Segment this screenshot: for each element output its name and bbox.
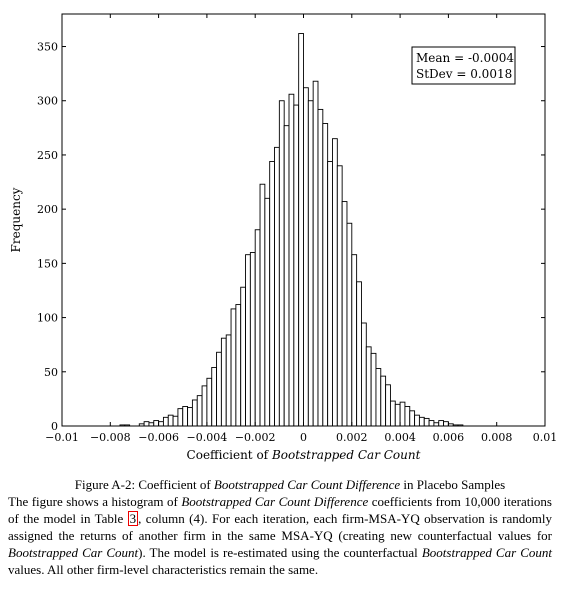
histogram-bar bbox=[226, 335, 231, 426]
histogram-bar bbox=[241, 287, 246, 426]
histogram-bar bbox=[159, 422, 164, 426]
histogram-bar bbox=[318, 109, 323, 426]
histogram-bar bbox=[323, 124, 328, 426]
histogram-bar bbox=[419, 417, 424, 426]
histogram-bar bbox=[386, 385, 391, 426]
histogram-bar bbox=[279, 101, 284, 426]
histogram-bar bbox=[207, 378, 212, 426]
histogram-bar bbox=[188, 408, 193, 426]
y-tick-label: 150 bbox=[37, 257, 58, 270]
histogram-bar bbox=[284, 126, 289, 426]
histogram-bar bbox=[294, 105, 299, 426]
histogram-bar bbox=[255, 230, 260, 426]
histogram-bar bbox=[347, 223, 352, 426]
y-tick-label: 0 bbox=[51, 420, 58, 433]
histogram-bar bbox=[183, 406, 188, 426]
histogram-bars bbox=[120, 34, 463, 426]
histogram-bar bbox=[313, 81, 318, 426]
histogram-bar bbox=[154, 421, 159, 426]
histogram-bar bbox=[250, 253, 255, 426]
caption-description: The figure shows a histogram of Bootstra… bbox=[8, 493, 552, 578]
histogram-bar bbox=[246, 255, 251, 426]
histogram-bar bbox=[197, 396, 202, 426]
histogram-chart: −0.01 −0.008 −0.006 −0.004 −0.002 0 0.002 0.004… bbox=[0, 0, 567, 470]
x-tick-label: −0.004 bbox=[187, 431, 228, 444]
stats-box: Mean = -0.0004 StDev = 0.0018 bbox=[412, 47, 515, 84]
histogram-bar bbox=[212, 367, 217, 426]
histogram-bar bbox=[265, 198, 270, 426]
stats-mean: Mean = -0.0004 bbox=[416, 51, 514, 65]
x-tick-label: 0.002 bbox=[336, 431, 368, 444]
histogram-bar bbox=[424, 418, 429, 426]
y-tick-labels: 0 50 100 150 200 250 300 350 bbox=[37, 41, 58, 433]
histogram-bar bbox=[289, 94, 294, 426]
histogram-bar bbox=[410, 411, 415, 426]
histogram-bar bbox=[342, 202, 347, 426]
y-tick-label: 100 bbox=[37, 312, 58, 325]
histogram-bar bbox=[381, 376, 386, 426]
histogram-bar bbox=[275, 147, 280, 426]
x-tick-label: 0.004 bbox=[384, 431, 416, 444]
histogram-bar bbox=[332, 139, 337, 426]
histogram-bar bbox=[178, 409, 183, 426]
x-tick-label: 0 bbox=[300, 431, 307, 444]
histogram-bar bbox=[376, 369, 381, 426]
x-tick-label: −0.002 bbox=[235, 431, 276, 444]
histogram-bar bbox=[415, 415, 420, 426]
y-tick-label: 50 bbox=[44, 366, 58, 379]
histogram-bar bbox=[221, 338, 226, 426]
x-tick-label: −0.008 bbox=[90, 431, 131, 444]
histogram-bar bbox=[366, 347, 371, 426]
histogram-bar bbox=[144, 422, 149, 426]
stats-stdev: StDev = 0.0018 bbox=[416, 67, 512, 81]
histogram-bar bbox=[192, 400, 197, 426]
histogram-bar bbox=[308, 101, 313, 426]
histogram-bar bbox=[429, 421, 434, 426]
histogram-bar bbox=[371, 353, 376, 426]
y-tick-label: 350 bbox=[37, 41, 58, 54]
y-tick-label: 200 bbox=[37, 203, 58, 216]
histogram-bar bbox=[173, 416, 178, 426]
histogram-bar bbox=[299, 34, 304, 426]
histogram-bar bbox=[390, 401, 395, 426]
y-axis-label: Frequency bbox=[9, 187, 23, 252]
histogram-bar bbox=[231, 309, 236, 426]
x-tick-label: 0.006 bbox=[433, 431, 465, 444]
x-axis-label: Coefficient of Bootstrapped Car Count bbox=[187, 448, 421, 462]
histogram-bar bbox=[395, 404, 400, 426]
y-tick-label: 250 bbox=[37, 149, 58, 162]
histogram-bar bbox=[444, 422, 449, 426]
histogram-bar bbox=[270, 161, 275, 426]
histogram-bar bbox=[328, 161, 333, 426]
histogram-bar bbox=[217, 352, 222, 426]
figure-caption: Figure A-2: Coefficient of Bootstrapped … bbox=[8, 476, 552, 578]
histogram-bar bbox=[357, 282, 362, 426]
histogram-bar bbox=[361, 323, 366, 426]
x-tick-labels: −0.01 −0.008 −0.006 −0.004 −0.002 0 0.002 0.004… bbox=[45, 431, 557, 444]
histogram-bar bbox=[405, 406, 410, 426]
table-reference-link[interactable]: 3 bbox=[128, 511, 139, 526]
histogram-bar bbox=[168, 415, 173, 426]
histogram-bar bbox=[337, 166, 342, 426]
histogram-bar bbox=[439, 421, 444, 426]
histogram-bar bbox=[202, 386, 207, 426]
histogram-bar bbox=[400, 402, 405, 426]
histogram-bar bbox=[352, 255, 357, 426]
histogram-bar bbox=[304, 88, 309, 426]
histogram-bar bbox=[260, 184, 265, 426]
x-tick-label: 0.008 bbox=[481, 431, 513, 444]
x-tick-label: −0.006 bbox=[138, 431, 179, 444]
caption-title: Figure A-2: Coefficient of Bootstrapped … bbox=[28, 476, 552, 493]
histogram-bar bbox=[236, 305, 241, 426]
y-tick-label: 300 bbox=[37, 95, 58, 108]
x-tick-label: 0.01 bbox=[533, 431, 558, 444]
histogram-bar bbox=[163, 417, 168, 426]
